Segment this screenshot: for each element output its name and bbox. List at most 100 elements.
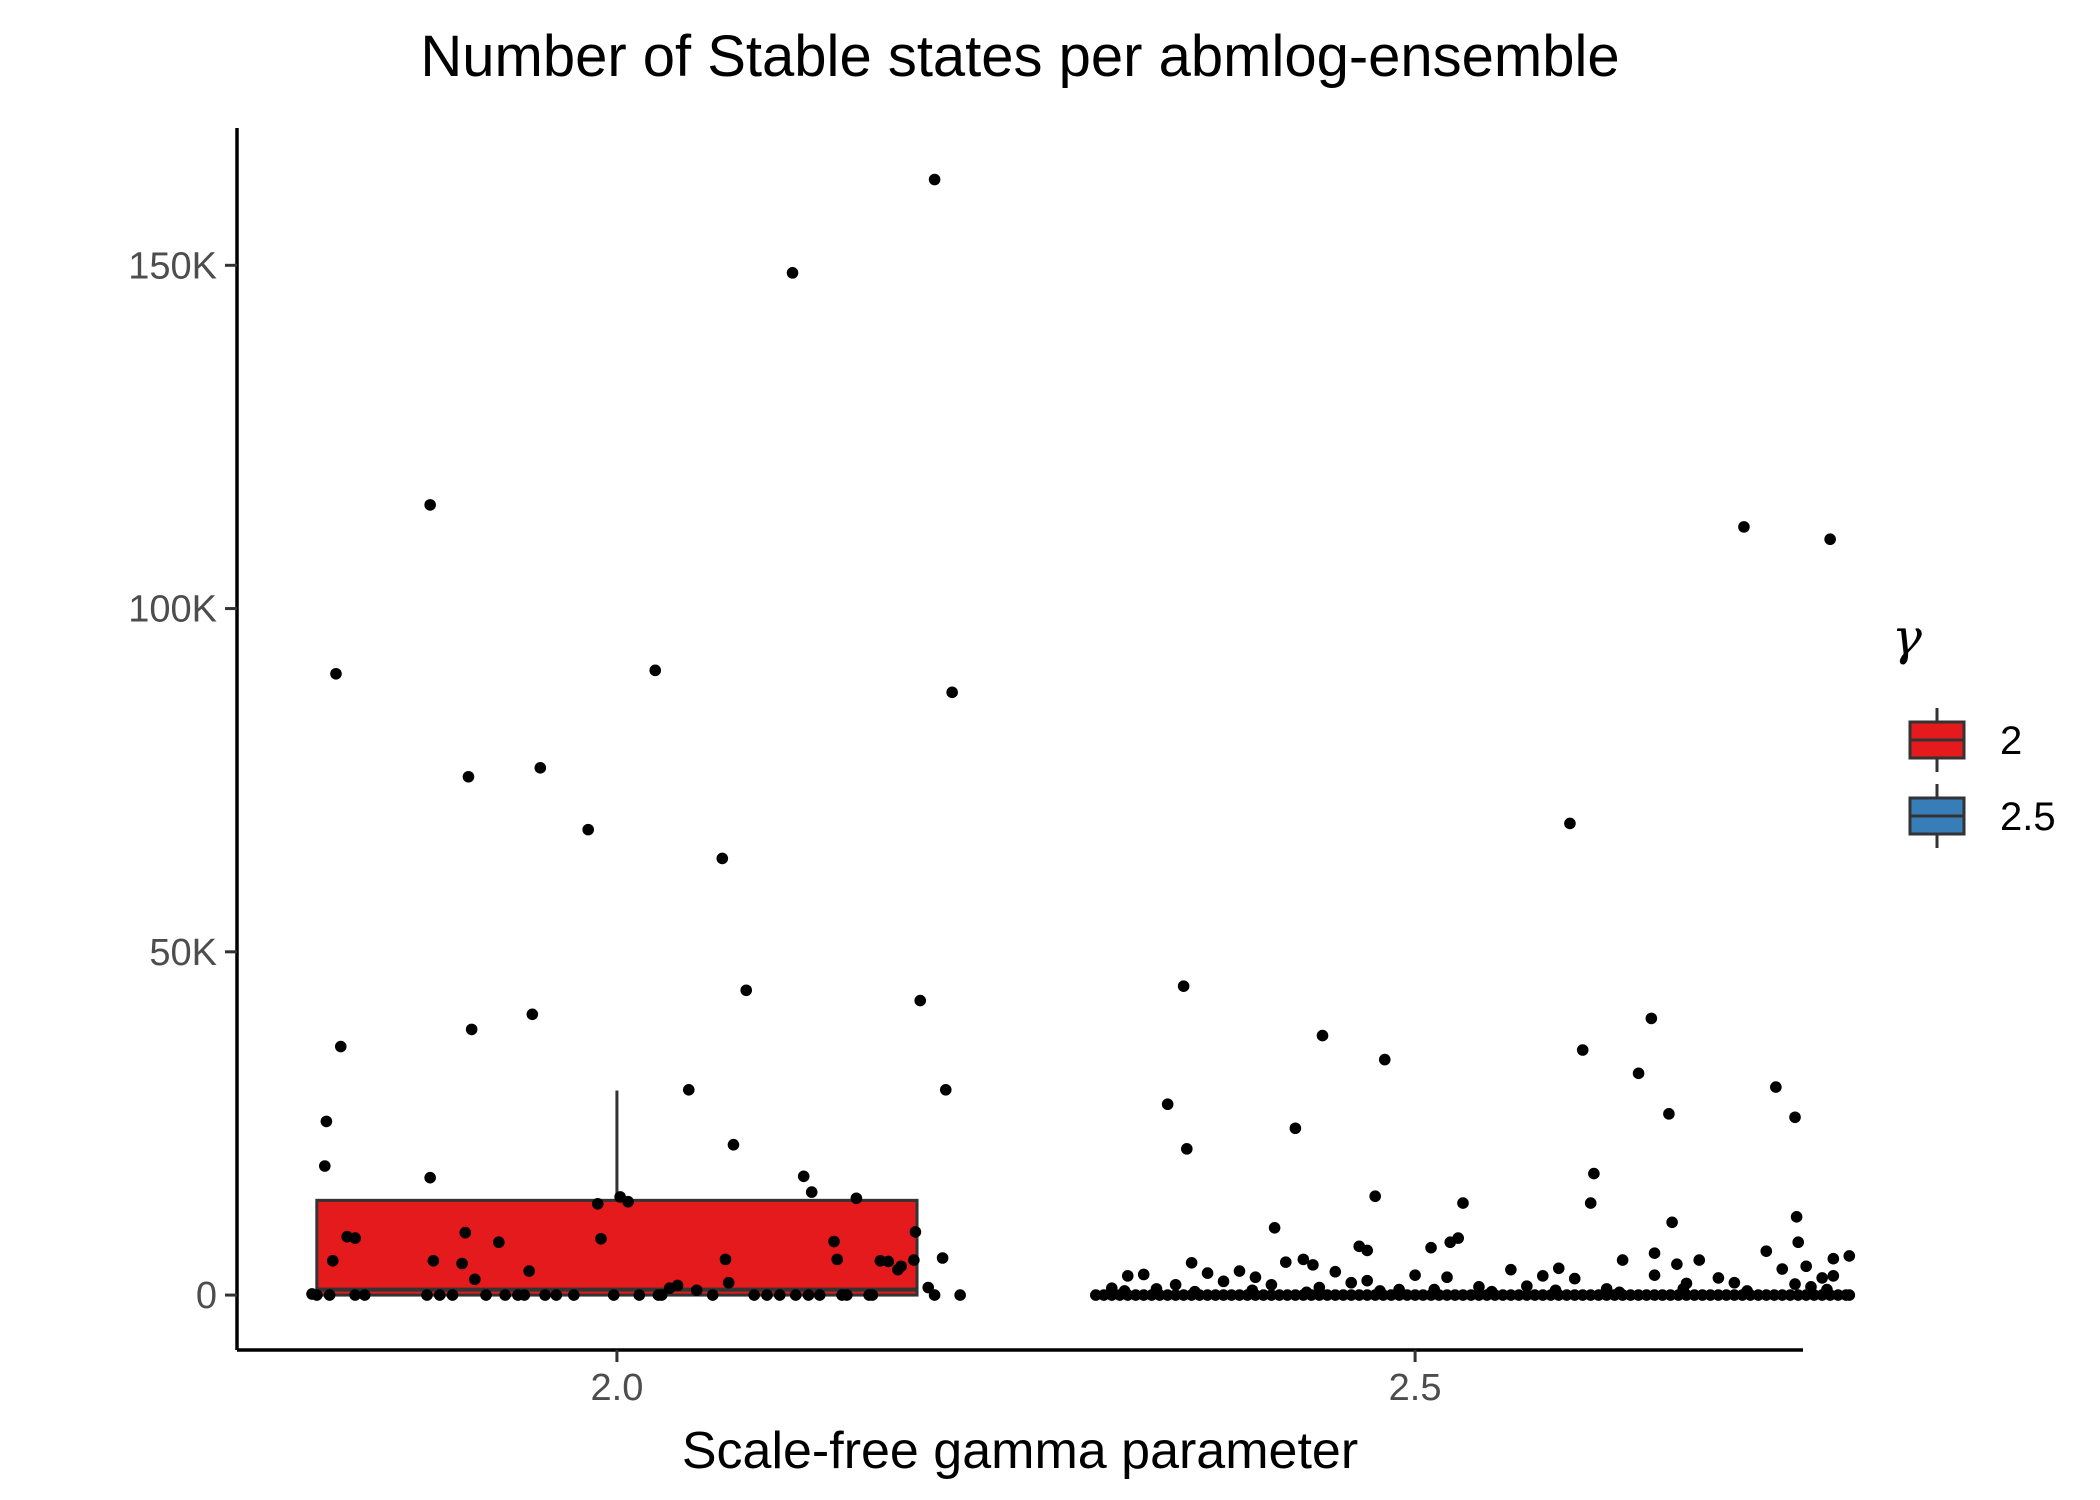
point-2.5 — [1521, 1280, 1533, 1292]
point-2 — [424, 1171, 436, 1184]
point-2.5 — [1177, 1289, 1190, 1301]
point-2.5 — [1712, 1289, 1725, 1301]
point-2 — [773, 1289, 786, 1301]
point-2 — [318, 1160, 331, 1172]
point-2.5 — [1648, 1289, 1661, 1301]
point-2 — [622, 1195, 634, 1208]
point-2.5 — [1201, 1289, 1214, 1301]
point-2 — [492, 1236, 505, 1249]
point-2.5 — [1776, 1289, 1789, 1301]
point-2 — [805, 1186, 818, 1198]
point-2 — [866, 1289, 879, 1301]
point-2.5 — [1560, 1289, 1573, 1301]
point-2.5 — [1289, 1122, 1302, 1135]
points-layer — [306, 173, 1856, 1301]
point-2.5 — [1385, 1289, 1397, 1301]
y-ticks: 0 50K 100K 150K — [128, 245, 237, 1317]
point-2.5 — [1150, 1283, 1163, 1295]
legend: γ 22.5 — [1892, 608, 2056, 848]
point-2 — [469, 1273, 481, 1286]
point-2.5 — [1118, 1285, 1131, 1297]
point-2.5 — [1832, 1289, 1844, 1301]
point-2.5 — [1513, 1289, 1525, 1301]
point-2 — [582, 823, 594, 836]
point-2.5 — [1760, 1289, 1773, 1301]
point-2 — [655, 1289, 668, 1301]
point-2 — [850, 1192, 863, 1205]
point-2.5 — [1300, 1286, 1313, 1299]
point-2.5 — [1688, 1289, 1701, 1301]
point-2.5 — [1720, 1289, 1733, 1301]
point-2.5 — [1704, 1289, 1717, 1301]
point-2.5 — [1329, 1289, 1342, 1301]
point-2.5 — [1457, 1289, 1469, 1301]
point-2.5 — [1536, 1289, 1549, 1301]
point-2 — [895, 1260, 907, 1273]
point-2 — [499, 1289, 511, 1301]
point-2 — [526, 1008, 539, 1021]
point-2 — [459, 1226, 472, 1239]
point-2.5 — [1257, 1289, 1270, 1301]
point-2.5 — [1268, 1222, 1281, 1234]
point-2 — [727, 1138, 740, 1151]
point-2.5 — [1645, 1012, 1658, 1025]
point-2.5 — [1353, 1289, 1366, 1301]
y-tick-label: 100K — [128, 589, 217, 631]
point-2 — [789, 1289, 802, 1301]
point-2.5 — [1441, 1271, 1453, 1284]
point-2 — [349, 1232, 361, 1244]
point-2 — [330, 667, 342, 680]
point-2 — [954, 1289, 966, 1301]
point-2.5 — [1784, 1289, 1797, 1301]
point-2.5 — [1465, 1289, 1477, 1301]
point-2 — [465, 1023, 478, 1036]
point-2.5 — [1584, 1289, 1597, 1301]
point-2.5 — [1409, 1269, 1421, 1281]
point-2 — [671, 1279, 684, 1292]
point-2.5 — [1741, 1285, 1753, 1297]
point-2 — [595, 1232, 607, 1245]
point-2 — [690, 1284, 703, 1297]
chart-title: Number of Stable states per abmlog-ensem… — [420, 24, 1619, 89]
point-2.5 — [1600, 1289, 1613, 1301]
point-2.5 — [1632, 1067, 1645, 1080]
point-2.5 — [1428, 1283, 1441, 1296]
point-2.5 — [1613, 1286, 1626, 1299]
point-2.5 — [1648, 1269, 1661, 1281]
point-2 — [908, 1254, 920, 1266]
point-2.5 — [1337, 1289, 1350, 1301]
point-2 — [914, 994, 927, 1007]
point-2.5 — [1209, 1289, 1222, 1301]
point-2.5 — [1225, 1289, 1238, 1301]
point-2 — [882, 1255, 895, 1268]
point-2.5 — [1497, 1289, 1509, 1301]
legend-title: γ — [1892, 608, 1922, 666]
point-2.5 — [1297, 1253, 1310, 1266]
point-2.5 — [1656, 1289, 1669, 1301]
box-layer — [315, 1090, 1717, 1298]
point-2.5 — [1632, 1289, 1645, 1301]
point-2.5 — [1265, 1289, 1278, 1301]
point-2.5 — [1265, 1278, 1278, 1291]
point-2.5 — [1121, 1270, 1134, 1282]
point-2.5 — [1329, 1265, 1342, 1278]
point-2 — [311, 1289, 323, 1301]
point-2.5 — [1473, 1281, 1485, 1293]
point-2 — [682, 1084, 695, 1096]
point-2.5 — [1441, 1289, 1453, 1301]
point-2 — [928, 173, 941, 186]
x-tick-label: 2.0 — [591, 1367, 644, 1409]
point-2 — [433, 1289, 446, 1301]
point-2 — [518, 1289, 531, 1301]
legend-entry-2: 2 — [1908, 708, 2022, 772]
point-2.5 — [1821, 1283, 1833, 1296]
point-2.5 — [1321, 1289, 1334, 1301]
point-2 — [761, 1289, 773, 1301]
point-2.5 — [1452, 1232, 1464, 1244]
point-2 — [797, 1170, 810, 1183]
point-2.5 — [1770, 1081, 1782, 1093]
point-2.5 — [1289, 1289, 1302, 1301]
point-2 — [936, 1252, 949, 1264]
point-2 — [462, 770, 475, 783]
point-2 — [786, 267, 799, 279]
